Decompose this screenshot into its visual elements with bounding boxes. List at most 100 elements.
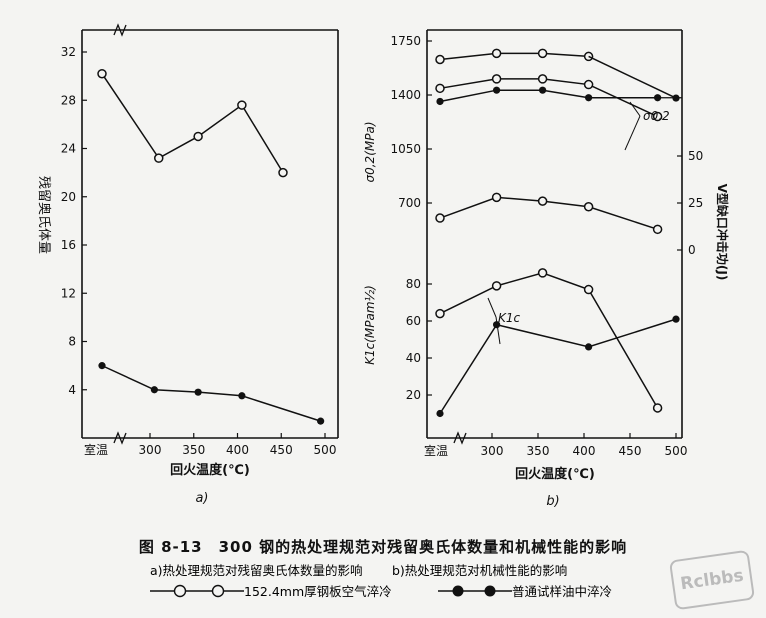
legend-filled-label: 普通试样油中淬冷 <box>512 584 613 599</box>
panel-a-xlabel: 回火温度(℃) <box>170 462 250 478</box>
panel-b-x-break <box>453 431 467 445</box>
panel-a-retained-austenite-air-point <box>193 131 203 142</box>
panel-a-retained-austenite-air-point <box>237 100 247 110</box>
panel-a-retained-austenite-oil-point <box>194 388 202 396</box>
panel-a-y-tick-label: 12 <box>61 286 76 300</box>
panel-b-impact-air-point <box>491 192 502 203</box>
panel-b-impact-air-point <box>652 224 663 235</box>
panel-a-retained-austenite-air-point <box>97 68 107 79</box>
panel-b-impact-tick-label: 0 <box>688 243 696 257</box>
panel-b-yield-leader <box>629 101 641 117</box>
panel-b-yield-connector <box>588 55 677 99</box>
panel-b-k1c-air-line <box>439 272 659 409</box>
panel-b-yield-tick-label: 1050 <box>390 142 421 156</box>
panel-b-yield-leader-2 <box>624 115 641 151</box>
legend-open-label: 152.4mm厚钢板空气淬冷 <box>244 584 392 599</box>
panel-a-x-tick-label: 300 <box>139 443 162 457</box>
panel-b-x-tick-label: 450 <box>619 444 642 458</box>
panel-a-ylabel: 残留奥氏体量 <box>36 176 51 254</box>
panel-b-toughness-ylabel: K1c(MPam½) <box>363 285 377 365</box>
panel-b-k1c-tick-label: 20 <box>406 388 421 402</box>
caption-b: b)热处理规范对机械性能的影响 <box>392 563 568 578</box>
panel-b-impact-air-line <box>439 196 658 231</box>
panel-b-k1c-oil-point <box>493 321 501 329</box>
panel-b-impact-oil-line <box>439 89 658 103</box>
panel-a-x-tick-label: 室温 <box>84 442 108 457</box>
panel-b-x-tick-label: 400 <box>573 444 596 458</box>
panel-a-y-tick-label: 16 <box>61 238 76 252</box>
panel-b-k1c-tick-label: 40 <box>406 351 421 365</box>
panel-a-y-tick-label: 24 <box>61 142 76 156</box>
panel-b-impact-air-upper-point <box>583 79 594 90</box>
panel-b-xlabel: 回火温度(℃) <box>515 466 595 482</box>
panel-a-retained-austenite-air-line <box>101 73 284 174</box>
panel-b-yield-air-point <box>537 48 548 59</box>
panel-b-yield-tick-label: 700 <box>398 196 421 210</box>
panel-b-k1c-oil-point <box>672 315 680 323</box>
panel-b-yield-ylabel: σ0,2(MPa) <box>363 122 377 183</box>
panel-b-impact-air-point <box>583 202 594 212</box>
panel-b-label: b) <box>546 494 559 509</box>
panel-b-k1c-annotation: K1c <box>498 311 521 325</box>
panel-b-k1c-oil-point <box>585 343 593 351</box>
panel-b-x-tick-label: 300 <box>481 444 504 458</box>
panel-b-impact-ylabel: V型缺口冲击功(J) <box>715 184 730 281</box>
panel-b-impact-oil-point <box>539 86 547 94</box>
panel-b-k1c-air-point <box>537 268 548 278</box>
panel-b-impact-air-upper-point <box>652 111 663 122</box>
panel-b: 700 1050 1400 1750 20 40 60 80 0 25 50 室温 300 350 400 4… <box>363 29 730 509</box>
panel-a-top-break <box>113 23 127 37</box>
panel-b-impact-oil-point <box>493 86 501 94</box>
panel-b-k1c-oil-point <box>436 409 444 418</box>
panel-a-y-tick-label: 28 <box>61 93 76 107</box>
panel-a-retained-austenite-oil-point <box>238 392 246 400</box>
panel-a-retained-austenite-air-point <box>154 153 164 163</box>
panel-b-impact-air-upper-point <box>435 83 445 94</box>
panel-b-impact-air-upper-point <box>491 74 502 84</box>
panel-a-y-tick-label: 20 <box>61 190 76 204</box>
panel-a-x-tick-label: 350 <box>182 443 205 457</box>
panel-b-k1c-air-point <box>491 281 502 291</box>
panel-b-k1c-leader <box>487 297 497 318</box>
panel-b-x-tick-label: 500 <box>665 444 688 458</box>
panel-b-impact-air-point <box>435 213 445 223</box>
panel-a-x-break <box>113 431 127 445</box>
panel-b-impact-oil-point <box>436 97 444 106</box>
panel-a-retained-austenite-oil-point <box>317 417 325 425</box>
panel-b-impact-oil-point <box>585 94 593 102</box>
panel-b-k1c-air-point <box>435 308 445 319</box>
panel-b-k1c-air-point <box>652 403 663 413</box>
panel-a-y-tick-label: 8 <box>68 335 76 349</box>
legend-open: 152.4mm厚钢板空气淬冷 <box>150 581 392 600</box>
panel-b-k1c-air-point <box>583 284 594 295</box>
panel-a: 4 8 12 16 20 24 28 32 室温 300 350 400 450 500 残留奥氏体量 回… <box>36 23 339 506</box>
panel-b-x-tick-label: 350 <box>527 444 550 458</box>
panel-b-k1c-oil-line <box>439 318 677 414</box>
panel-a-x-tick-label: 500 <box>314 443 337 457</box>
legend-filled: 普通试样油中淬冷 <box>438 581 612 600</box>
figure-caption-title: 图 8-13 300 钢的热处理规范对残留奥氏体数量和机械性能的影响 <box>138 538 628 556</box>
panel-a-y-tick-label: 32 <box>61 45 76 59</box>
panel-b-k1c-tick-label: 60 <box>406 314 421 328</box>
panel-a-x-tick-label: 450 <box>270 443 293 457</box>
panel-a-retained-austenite-oil-point <box>150 386 158 394</box>
panel-b-yield-annotation: σ0.2 <box>643 109 670 123</box>
panel-b-k1c-leader-2 <box>495 316 501 345</box>
panel-b-k1c-tick-label: 80 <box>406 277 421 291</box>
legend-open-symbol <box>150 584 244 597</box>
panel-b-impact-air-point <box>537 196 548 206</box>
panel-b-yield-air-point <box>435 54 445 65</box>
panel-a-y-tick-label: 4 <box>68 383 76 397</box>
panel-a-x-tick-label: 400 <box>226 443 249 457</box>
panel-b-impact-tick-label: 25 <box>688 196 703 210</box>
panel-b-yield-air-point <box>491 48 502 59</box>
panel-b-x-tick-label: 室温 <box>424 443 448 458</box>
panel-b-yield-tick-label: 1750 <box>390 34 421 48</box>
panel-a-retained-austenite-air-point <box>278 167 288 178</box>
panel-b-impact-air-upper-point <box>537 74 548 84</box>
panel-b-impact-tick-label: 50 <box>688 149 703 163</box>
panel-b-yield-tick-label: 1400 <box>390 88 421 102</box>
panel-a-retained-austenite-oil-point <box>98 362 106 370</box>
